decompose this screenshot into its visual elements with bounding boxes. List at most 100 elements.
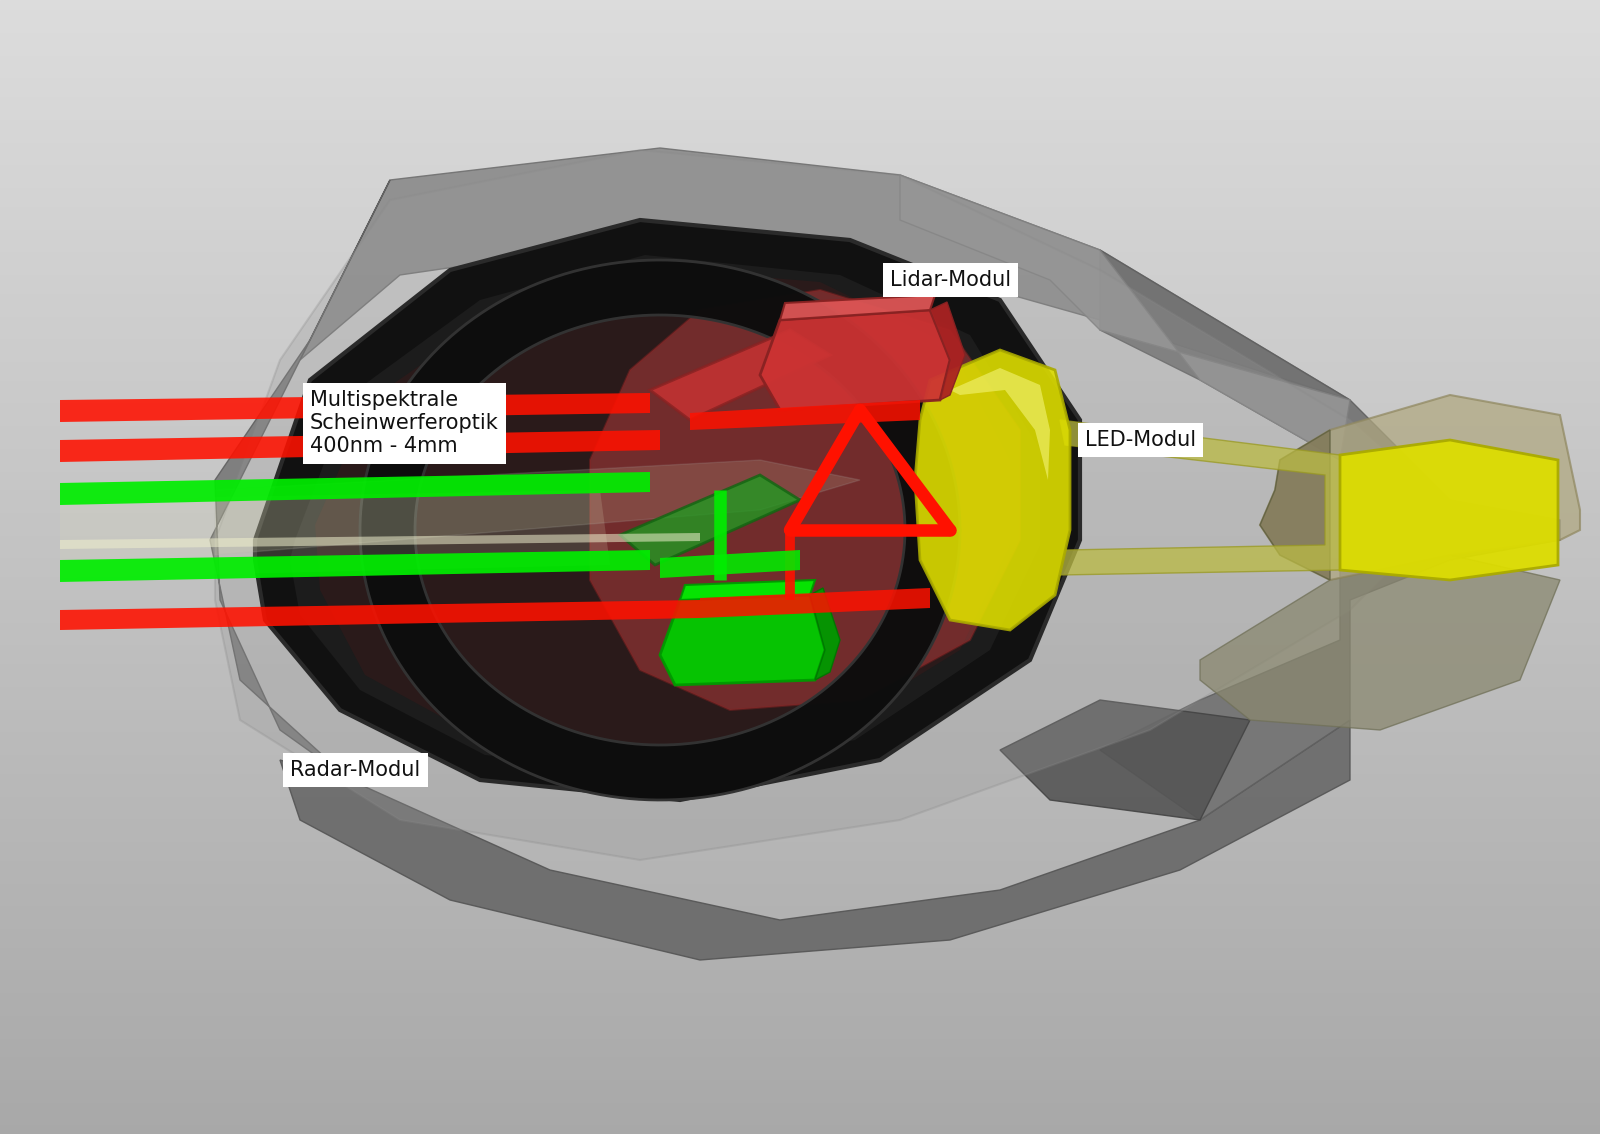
Bar — [0, 1126, 1600, 1132]
Bar — [0, 862, 1600, 866]
Bar — [0, 442, 1600, 447]
Bar — [0, 348, 1600, 353]
Bar — [0, 196, 1600, 202]
Bar — [0, 257, 1600, 262]
Bar — [0, 635, 1600, 640]
Bar — [0, 541, 1600, 545]
Bar — [0, 450, 1600, 455]
Bar — [0, 632, 1600, 636]
Bar — [0, 737, 1600, 742]
Bar — [0, 593, 1600, 599]
Bar — [0, 117, 1600, 122]
Bar — [0, 930, 1600, 934]
Bar — [0, 325, 1600, 330]
Bar — [0, 915, 1600, 920]
Bar — [0, 230, 1600, 236]
Bar — [0, 147, 1600, 152]
Bar — [0, 858, 1600, 863]
Bar — [0, 253, 1600, 259]
Bar — [0, 877, 1600, 882]
Bar — [0, 212, 1600, 217]
Polygon shape — [661, 550, 800, 578]
Polygon shape — [214, 150, 1450, 860]
Bar — [0, 45, 1600, 50]
Bar — [0, 722, 1600, 727]
Bar — [0, 185, 1600, 191]
Bar — [0, 892, 1600, 897]
Bar — [0, 752, 1600, 758]
Bar — [0, 174, 1600, 179]
Bar — [0, 805, 1600, 810]
Bar — [0, 57, 1600, 61]
Bar — [0, 790, 1600, 795]
Bar — [0, 960, 1600, 965]
Bar — [0, 1100, 1600, 1105]
Polygon shape — [950, 369, 1050, 480]
Bar — [0, 945, 1600, 950]
Bar — [0, 344, 1600, 349]
Bar — [0, 726, 1600, 730]
Bar — [0, 340, 1600, 345]
Polygon shape — [301, 149, 1350, 400]
Bar — [0, 42, 1600, 46]
Bar — [0, 227, 1600, 231]
Bar — [0, 144, 1600, 149]
Bar — [0, 741, 1600, 746]
Bar — [0, 1069, 1600, 1075]
Bar — [0, 590, 1600, 594]
Text: Multispektrale
Scheinwerferoptik
400nm - 4mm: Multispektrale Scheinwerferoptik 400nm -… — [310, 390, 499, 456]
Bar — [0, 393, 1600, 398]
Bar — [0, 813, 1600, 818]
Bar — [0, 911, 1600, 916]
Bar — [0, 953, 1600, 957]
Bar — [0, 1089, 1600, 1093]
Bar — [0, 287, 1600, 293]
Bar — [0, 238, 1600, 243]
Polygon shape — [930, 302, 965, 400]
Bar — [0, 1001, 1600, 1007]
Polygon shape — [701, 589, 930, 618]
Bar — [0, 1108, 1600, 1112]
Bar — [0, 366, 1600, 372]
Bar — [0, 646, 1600, 651]
Bar — [0, 756, 1600, 761]
Polygon shape — [915, 350, 1070, 631]
Bar — [0, 1032, 1600, 1036]
Bar — [0, 831, 1600, 837]
Bar — [0, 578, 1600, 583]
Bar — [0, 1009, 1600, 1014]
Bar — [0, 983, 1600, 988]
Bar — [0, 797, 1600, 803]
Bar — [0, 11, 1600, 16]
Bar — [0, 786, 1600, 792]
Bar — [0, 139, 1600, 145]
Bar — [0, 386, 1600, 390]
Bar — [0, 510, 1600, 515]
Bar — [0, 488, 1600, 492]
Bar — [0, 128, 1600, 134]
Polygon shape — [781, 295, 934, 320]
Bar — [0, 775, 1600, 780]
Bar — [0, 83, 1600, 88]
Bar — [0, 771, 1600, 776]
Bar — [0, 215, 1600, 220]
Bar — [0, 496, 1600, 500]
Bar — [0, 181, 1600, 186]
Bar — [0, 23, 1600, 27]
Polygon shape — [61, 472, 650, 505]
Bar — [0, 462, 1600, 466]
Bar — [0, 502, 1600, 508]
Bar — [0, 235, 1600, 239]
Bar — [0, 1119, 1600, 1124]
Bar — [0, 1115, 1600, 1120]
Bar — [0, 650, 1600, 655]
Bar — [0, 400, 1600, 406]
Bar — [0, 598, 1600, 602]
Bar — [0, 1063, 1600, 1067]
Bar — [0, 371, 1600, 375]
Bar — [0, 885, 1600, 889]
Bar — [0, 967, 1600, 973]
Bar — [0, 933, 1600, 939]
Bar — [0, 329, 1600, 333]
Bar — [0, 352, 1600, 356]
